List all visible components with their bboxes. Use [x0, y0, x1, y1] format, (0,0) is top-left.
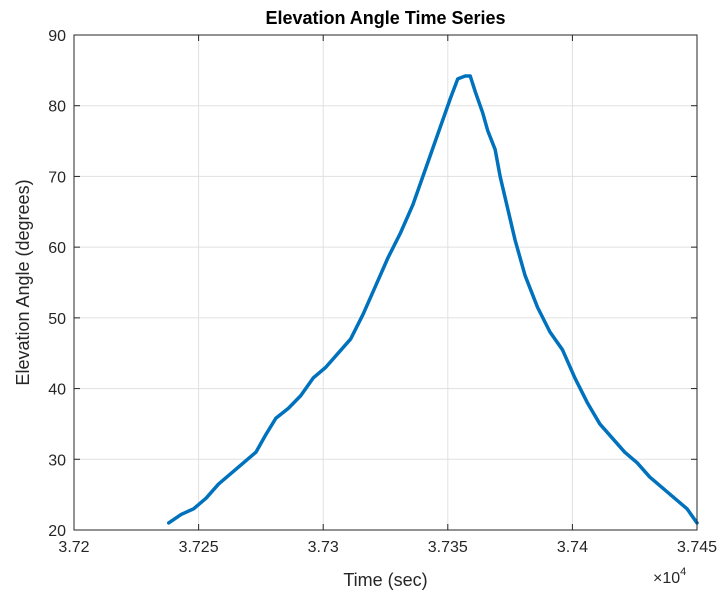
y-axis-label: Elevation Angle (degrees)	[13, 179, 33, 385]
x-tick-label: 3.735	[428, 539, 468, 556]
y-tick-label: 90	[48, 28, 66, 45]
ticks	[73, 34, 698, 531]
y-tick-label: 70	[48, 169, 66, 186]
axes-box	[73, 34, 698, 531]
series-line	[166, 74, 699, 525]
y-tick-label: 20	[48, 523, 66, 540]
x-multiplier-exponent: 4	[680, 566, 686, 578]
x-tick-label: 3.73	[308, 539, 339, 556]
x-tick-label: 3.74	[557, 539, 588, 556]
tick-labels: 3.72 3.725 3.73 3.735 3.74 3.745 20 30 40 50 60 70 8…	[48, 28, 717, 556]
chart-title: Elevation Angle Time Series	[265, 8, 505, 28]
x-tick-label: 3.72	[58, 539, 89, 556]
x-multiplier-base: ×10	[653, 570, 680, 587]
y-tick-label: 30	[48, 452, 66, 469]
y-tick-label: 40	[48, 382, 66, 399]
x-tick-label: 3.745	[677, 539, 717, 556]
x-tick-label: 3.725	[179, 539, 219, 556]
x-axis-label: Time (sec)	[343, 570, 427, 590]
y-tick-label: 80	[48, 99, 66, 116]
y-tick-label: 50	[48, 311, 66, 328]
x-multiplier: ×104	[653, 566, 686, 587]
plot-area	[74, 35, 697, 530]
y-tick-label: 60	[48, 240, 66, 257]
